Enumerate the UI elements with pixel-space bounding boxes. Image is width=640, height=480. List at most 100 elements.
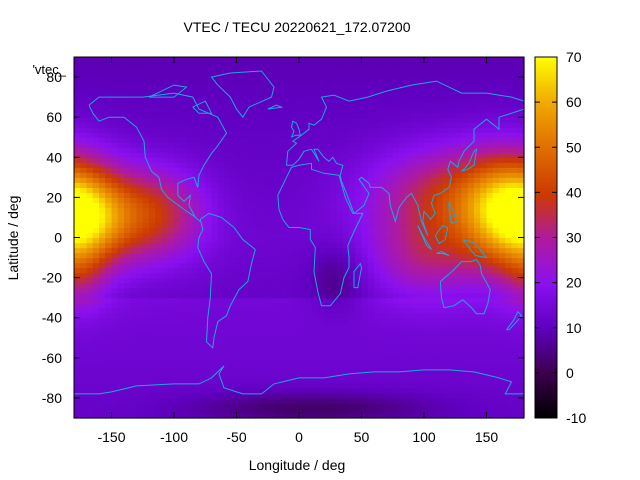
heatmap-cell [405,112,413,118]
heatmap-cell [161,187,169,193]
heatmap-cell [267,182,275,188]
heatmap-cell [361,257,369,264]
heatmap-cell [274,272,281,279]
heatmap-cell [386,402,394,409]
heatmap-cell [436,157,444,163]
heatmap-cell [130,247,138,254]
heatmap-cell [399,362,406,369]
heatmap-cell [180,402,188,409]
heatmap-cell [474,392,481,399]
heatmap-cell [99,327,106,334]
heatmap-cell [236,242,244,249]
heatmap-cell [149,112,156,118]
heatmap-cell [274,112,281,118]
heatmap-cell [86,67,94,73]
heatmap-cell [405,347,413,354]
heatmap-cell [324,362,331,369]
heatmap-cell [105,222,113,229]
heatmap-cell [217,62,225,68]
heatmap-cell [130,232,138,239]
heatmap-cell [505,282,513,289]
heatmap-cell [355,62,363,68]
heatmap-cell [305,242,313,249]
heatmap-cell [80,87,88,93]
heatmap-cell [161,127,169,133]
heatmap-cell [242,197,250,203]
heatmap-cell [442,137,450,143]
heatmap-cell [374,77,381,83]
heatmap-cell [80,377,88,384]
heatmap-cell [236,277,244,284]
heatmap-cell [486,117,494,123]
heatmap-cell [305,357,313,364]
heatmap-cell [142,62,150,68]
heatmap-cell [480,182,488,188]
heatmap-cell [461,252,469,259]
heatmap-cell [355,117,363,123]
heatmap-cell [442,62,450,68]
heatmap-cell [199,242,206,249]
heatmap-cell [461,347,469,354]
heatmap-cell [311,207,319,214]
heatmap-cell [105,177,113,183]
heatmap-cell [480,402,488,409]
heatmap-cell [392,337,400,344]
heatmap-cell [492,97,500,103]
heatmap-cell [449,277,456,284]
heatmap-cell [180,217,188,224]
heatmap-cell [374,397,381,404]
heatmap-cell [305,142,313,148]
heatmap-cell [186,387,194,394]
heatmap-cell [274,187,281,193]
heatmap-cell [380,392,388,399]
heatmap-cell [230,107,238,113]
heatmap-cell [330,67,338,73]
heatmap-cell [355,72,363,78]
heatmap-cell [411,347,419,354]
heatmap-cell [136,367,144,374]
heatmap-cell [242,407,250,414]
heatmap-cell [392,112,400,118]
heatmap-cell [430,157,438,163]
heatmap-cell [111,367,119,374]
heatmap-cell [242,382,250,389]
heatmap-cell [155,282,163,289]
heatmap-cell [355,172,363,178]
heatmap-cell [392,362,400,369]
heatmap-cell [230,62,238,68]
heatmap-cell [367,167,375,173]
heatmap-cell [105,162,113,168]
heatmap-cell [380,117,388,123]
heatmap-cell [442,362,450,369]
heatmap-cell [299,217,306,224]
heatmap-cell [130,322,138,329]
heatmap-cell [386,192,394,198]
heatmap-cell [255,317,263,324]
heatmap-cell [474,87,481,93]
heatmap-cell [474,232,481,239]
heatmap-cell [449,397,456,404]
heatmap-cell [280,267,288,274]
heatmap-cell [361,162,369,168]
heatmap-cell [186,322,194,329]
heatmap-cell [280,337,288,344]
heatmap-cell [324,217,331,224]
heatmap-cell [130,382,138,389]
heatmap-cell [242,292,250,299]
heatmap-cell [286,177,294,183]
heatmap-cell [299,102,306,108]
heatmap-cell [74,272,81,279]
heatmap-cell [424,167,431,173]
heatmap-cell [155,217,163,224]
heatmap-cell [430,402,438,409]
heatmap-cell [242,152,250,158]
heatmap-cell [392,277,400,284]
heatmap-cell [86,402,94,409]
heatmap-cell [280,402,288,409]
heatmap-cell [455,167,463,173]
heatmap-cell [280,237,288,244]
heatmap-cell [242,257,250,264]
heatmap-cell [217,127,225,133]
heatmap-cell [499,57,506,63]
heatmap-cell [367,262,375,269]
